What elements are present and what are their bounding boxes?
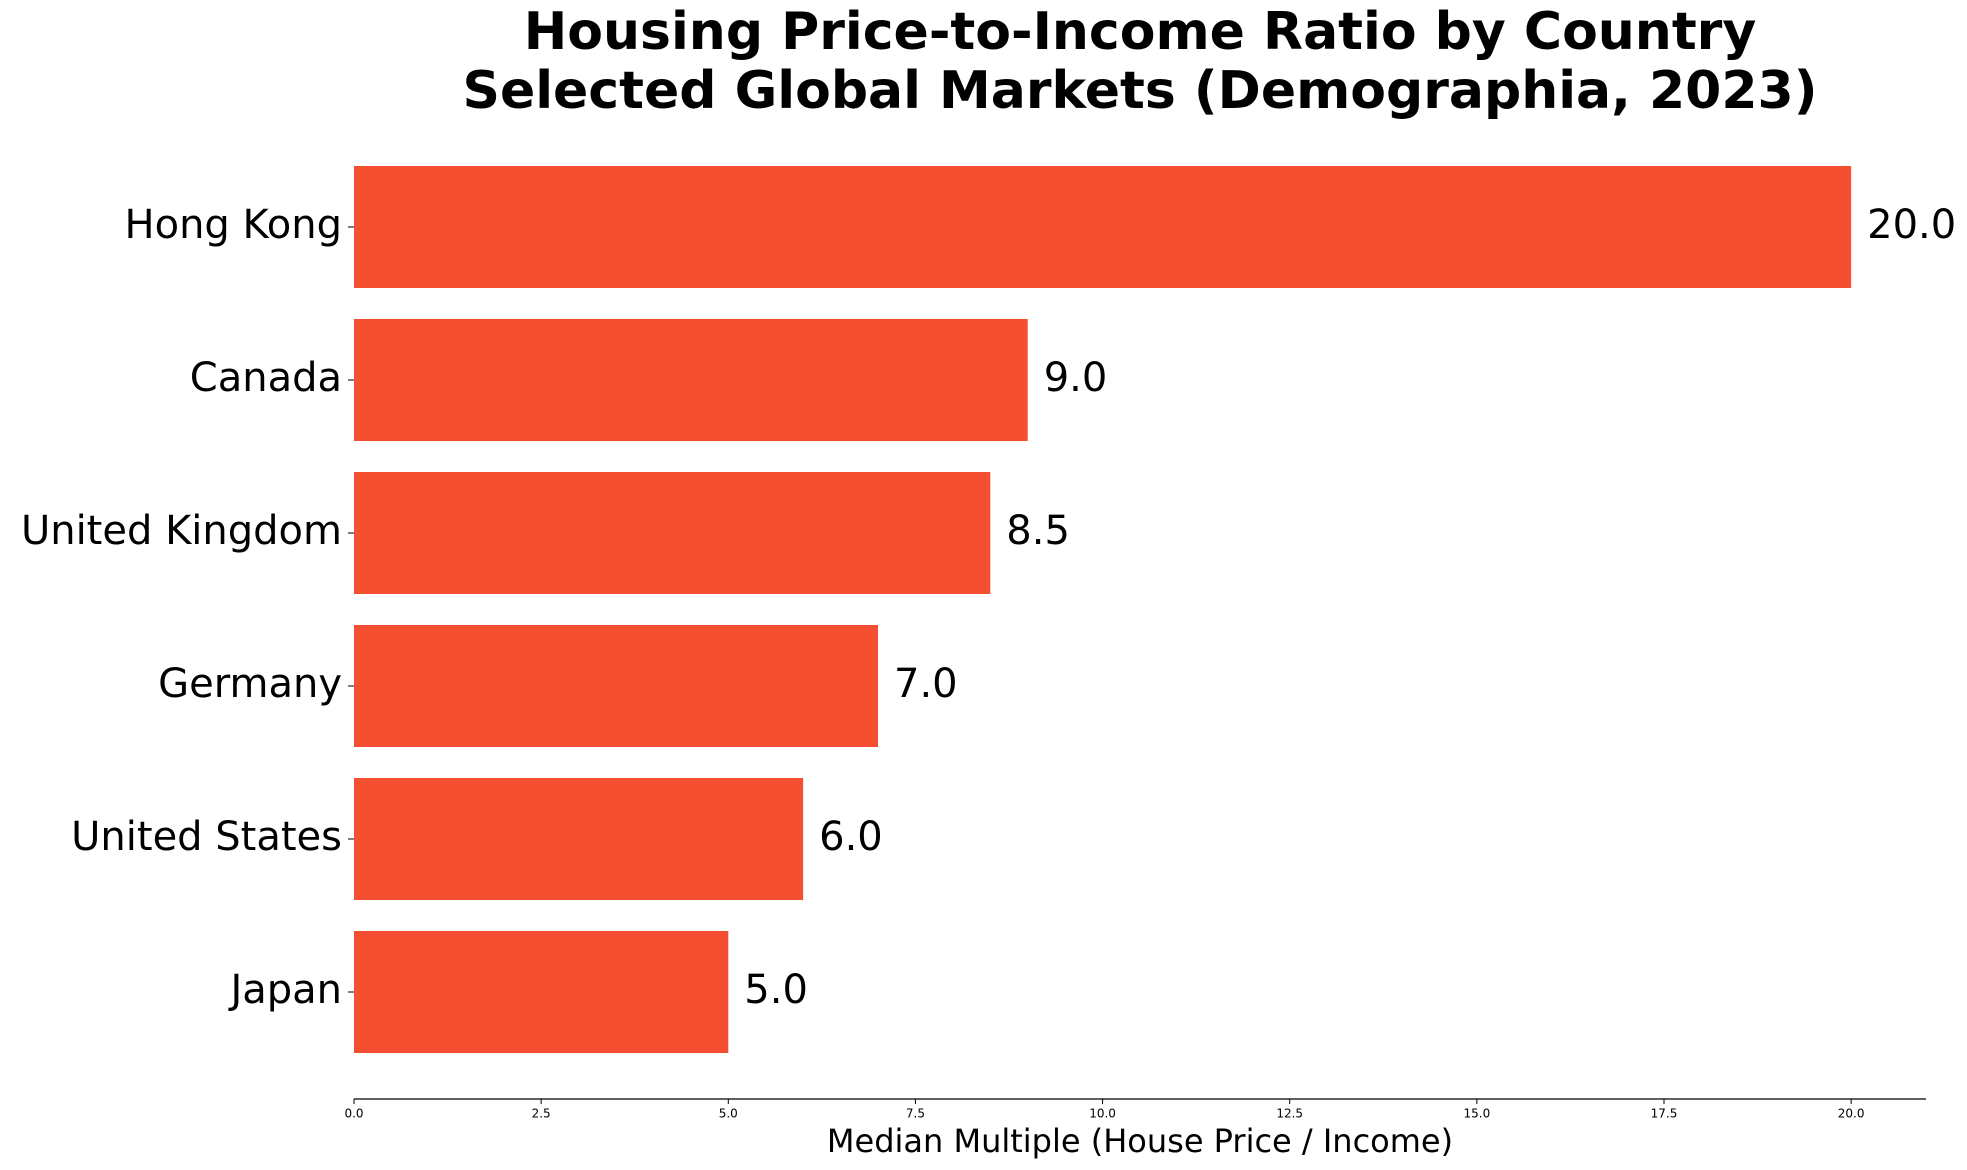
x-tick-label: 10.0 [1089,1107,1116,1121]
value-label: 9.0 [1044,355,1108,401]
x-tick-label: 12.5 [1276,1107,1303,1121]
x-tick-label: 17.5 [1651,1107,1678,1121]
y-tick-label: Canada [190,355,342,401]
x-tick-label: 7.5 [906,1107,925,1121]
x-tick-label: 15.0 [1463,1107,1490,1121]
bar [354,778,804,900]
bar [354,166,1852,288]
x-axis-label: Median Multiple (House Price / Income) [827,1122,1453,1160]
x-tick-label: 20.0 [1838,1107,1865,1121]
y-tick-label: Hong Kong [125,202,342,248]
y-tick-label: United Kingdom [21,508,342,554]
x-tick-label: 5.0 [719,1107,738,1121]
bar [354,472,991,594]
value-label: 20.0 [1867,202,1956,248]
bar [354,319,1028,441]
y-tick-label: United States [71,814,342,860]
bar [354,931,729,1053]
value-label: 5.0 [744,967,808,1013]
y-tick-label: Germany [158,661,342,707]
chart-subtitle: Selected Global Markets (Demographia, 20… [463,61,1818,121]
bar [354,625,878,747]
x-tick-label: 0.0 [344,1107,363,1121]
value-label: 6.0 [819,814,883,860]
value-label: 7.0 [894,661,958,707]
x-tick-label: 2.5 [532,1107,551,1121]
chart-title: Housing Price-to-Income Ratio by Country [524,2,1756,62]
y-tick-label: Japan [227,967,342,1013]
value-label: 8.5 [1006,508,1070,554]
